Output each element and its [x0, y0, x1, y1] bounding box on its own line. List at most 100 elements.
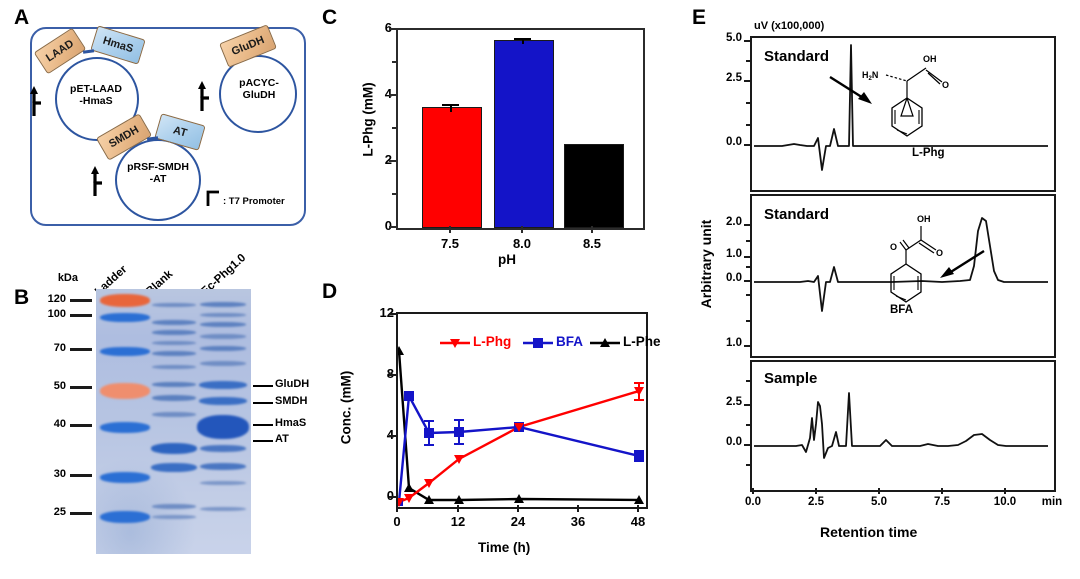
- d-x-axis-label: Time (h): [478, 540, 531, 555]
- e-xtick-7-5: [941, 488, 943, 494]
- e-xtick-label-0: 0.0: [745, 496, 761, 508]
- svg-text:H2N: H2N: [862, 70, 878, 82]
- e2-ytick-0: [744, 280, 750, 282]
- e-y-axis-label: Arbitrary unit: [698, 219, 714, 309]
- legend-label-l-phe: L-Phe: [623, 334, 661, 349]
- d-xtick-label-12: 12: [450, 514, 466, 529]
- kda-tick-40: [70, 424, 92, 427]
- e3-ytick-label-2-5: 2.5: [726, 396, 742, 408]
- svg-text:O: O: [942, 80, 949, 90]
- e2-ytick-label-2: 2.0: [726, 216, 742, 228]
- gel-image: [96, 289, 251, 554]
- d-xtick-0: [396, 505, 399, 512]
- bar-ph-7-5: [422, 107, 482, 228]
- chemical-structure-bfa: OH O O: [890, 214, 943, 303]
- sample-band-smdh: [199, 397, 247, 405]
- d-xtick-24: [517, 505, 520, 512]
- panel-d-letter: D: [322, 280, 338, 303]
- c-ytick-4: [389, 94, 396, 97]
- c-x-axis-label: pH: [498, 252, 516, 267]
- kda-tick-30: [70, 474, 92, 477]
- blank-lane-band: [152, 330, 196, 335]
- panel-e-hplc-chromatograms: E uV (x100,000) Standard H2N OH O L-Phg …: [688, 0, 1080, 579]
- chromatogram-2-trace: [754, 217, 1048, 312]
- kda-tick-120: [70, 299, 92, 302]
- e1-ytick-label-5: 5.0: [726, 32, 742, 44]
- sample-lane-band: [200, 507, 246, 511]
- legend-marker-l-phe: [590, 338, 620, 347]
- sample-lane-band: [200, 302, 246, 307]
- blank-lane-band: [152, 320, 196, 325]
- panel-b-letter: B: [14, 286, 30, 309]
- e1-ytick-minor: [746, 102, 750, 104]
- plasmid-pacyc-line1: pACYC-: [239, 77, 279, 89]
- d-xtick-48: [637, 505, 640, 512]
- e2-ytick-minor: [746, 294, 750, 296]
- blank-lane-band: [151, 443, 197, 454]
- ladder-band-100: [100, 313, 150, 322]
- kda-tick-100: [70, 314, 92, 317]
- band-label-gludh: GluDH: [275, 378, 310, 390]
- c-xtick-label-7-5: 7.5: [440, 236, 460, 251]
- series-line-l-phe: [398, 350, 640, 502]
- blank-lane-band: [152, 351, 196, 356]
- bar-ph-8-0: [494, 39, 554, 228]
- d-ytick-label-12: 12: [379, 305, 394, 320]
- c-ytick-label-4: 4: [370, 86, 392, 101]
- c-xtick-8-5: [591, 226, 594, 233]
- c-xtick-7-5: [449, 226, 452, 233]
- plasmid-pacyc-line2: GluDH: [242, 88, 276, 101]
- c-ytick-minor: [392, 61, 396, 63]
- c-xtick-label-8-0: 8.0: [512, 236, 532, 251]
- sample-lane-band: [200, 334, 246, 339]
- c-y-axis-label: L-Phg (mM): [360, 82, 376, 157]
- panel-a-letter: A: [14, 6, 30, 29]
- sample-lane-band: [200, 445, 246, 452]
- chemical-structure-l-phg: H2N OH O: [862, 54, 949, 137]
- d-ytick-12: [389, 313, 396, 316]
- kda-tick-70: [70, 348, 92, 351]
- e-xtick-10: [1004, 488, 1006, 494]
- band-tick-hmas: [253, 424, 273, 426]
- gel-unit-label: kDa: [57, 272, 78, 284]
- e-y-unit-label: uV (x100,000): [754, 20, 825, 32]
- e1-ytick-2-5: [744, 80, 750, 82]
- chromatogram-standard-bfa: [750, 194, 1056, 358]
- sample-band-gludh: [199, 381, 247, 389]
- svg-text:OH: OH: [917, 214, 931, 224]
- blank-lane-band: [152, 303, 196, 307]
- legend-label-bfa: BFA: [556, 334, 583, 349]
- svg-text:O: O: [936, 248, 943, 258]
- e2-ytick-minor: [746, 320, 750, 322]
- sample-lane-band: [200, 346, 246, 351]
- svg-text:O: O: [890, 242, 897, 252]
- d-ytick-4: [389, 435, 396, 438]
- band-label-hmas: HmaS: [275, 417, 307, 429]
- d-xtick-12: [457, 505, 460, 512]
- plasmid-pacyc-label: pACYC- GluDH: [221, 77, 297, 101]
- band-tick-at: [253, 440, 273, 442]
- c-ytick-minor: [392, 127, 396, 129]
- chromatogram-3-title: Sample: [764, 370, 818, 387]
- series-markers-l-phe: [398, 346, 644, 504]
- legend-marker-l-phg: [440, 339, 470, 348]
- c-ytick-minor: [392, 193, 396, 195]
- panel-c-ph-bar-chart: C 6 4 2 0 7.5 8.0 8.5 L-Phg (mM) pH: [318, 0, 690, 270]
- sample-lane-band: [200, 313, 246, 317]
- chromatogram-1-trace: [754, 44, 1048, 171]
- chromatogram-2-title: Standard: [764, 206, 830, 223]
- e2-ytick-label-neg1: 1.0: [726, 337, 742, 349]
- d-xtick-label-36: 36: [570, 514, 586, 529]
- panel-b-sds-page-gel: B kDa Ladder Blank Ec-Phg1.0: [0, 250, 330, 579]
- d-ytick-label-0: 0: [368, 488, 394, 503]
- band-label-at: AT: [275, 433, 289, 445]
- d-y-axis-label: Conc. (mM): [338, 370, 354, 445]
- e1-ytick-5: [744, 40, 750, 42]
- plasmid-prsf-line1: pRSF-SMDH: [127, 161, 189, 173]
- arrow-to-l-phg-peak: [829, 75, 872, 104]
- blank-lane-band: [152, 412, 196, 417]
- plasmid-prsf-smdh-at: [115, 139, 201, 221]
- d-ytick-label-8: 8: [368, 366, 394, 381]
- c-ytick-label-2: 2: [370, 152, 392, 167]
- plasmid-prsf-line2: -AT: [149, 172, 167, 185]
